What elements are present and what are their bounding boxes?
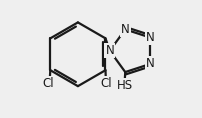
Text: N: N <box>105 44 114 57</box>
Text: N: N <box>145 31 154 44</box>
Text: N: N <box>120 23 129 36</box>
Text: HS: HS <box>116 79 132 92</box>
Text: Cl: Cl <box>100 77 112 90</box>
Text: N: N <box>145 57 154 70</box>
Text: Cl: Cl <box>42 77 54 90</box>
